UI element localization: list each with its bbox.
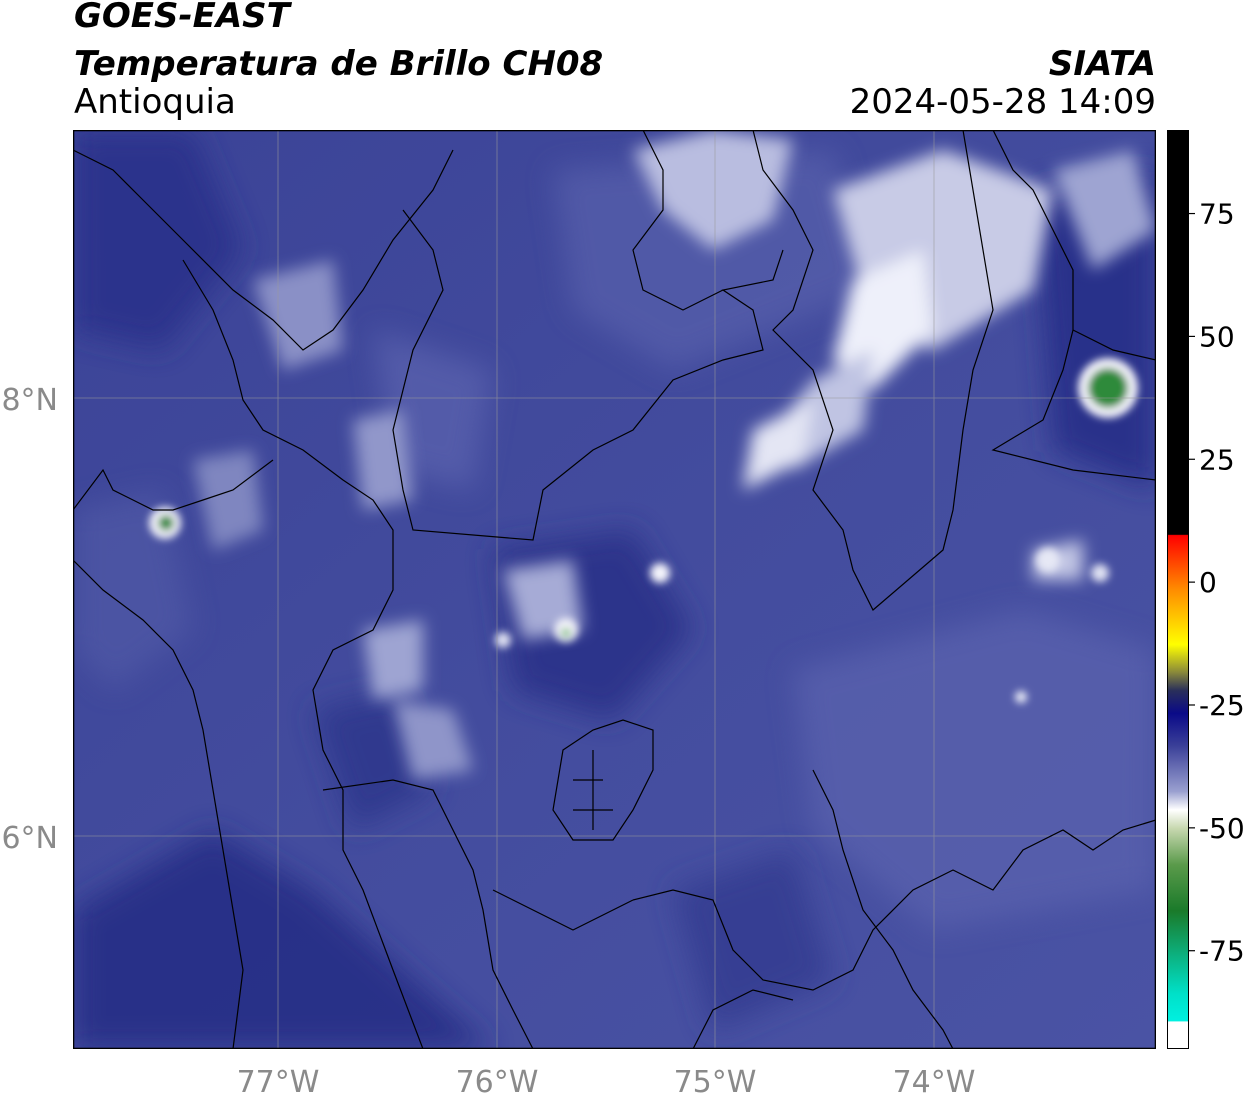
- colorbar-tick-label: -25: [1199, 689, 1245, 722]
- colorbar-tick-label: -75: [1199, 935, 1245, 968]
- brightness-temperature-map: [73, 130, 1156, 1049]
- lat-axis: 8°N 6°N: [1, 383, 58, 856]
- lon-axis: 77°W 76°W 75°W 74°W: [237, 1065, 976, 1099]
- colorbar-tick-label: 50: [1199, 320, 1235, 353]
- lat-tick-label: 8°N: [1, 383, 58, 418]
- political-borders: [73, 130, 1156, 1049]
- colorbar-tick-label: 25: [1199, 443, 1235, 476]
- organization-label: SIATA: [1048, 44, 1156, 84]
- region-subtitle: Antioquia: [74, 82, 236, 122]
- lat-tick-label: 6°N: [1, 821, 58, 856]
- lon-tick-label: 76°W: [456, 1065, 539, 1099]
- colorbar-gradient: [1167, 130, 1189, 1049]
- lon-tick-label: 74°W: [893, 1065, 976, 1099]
- lon-tick-label: 75°W: [674, 1065, 757, 1099]
- colorbar-tick-label: -50: [1199, 812, 1245, 845]
- product-title: Temperatura de Brillo CH08: [74, 44, 604, 84]
- gridlines: [73, 130, 1156, 1049]
- satellite-title: GOES-EAST: [74, 0, 290, 36]
- lon-tick-label: 77°W: [237, 1065, 320, 1099]
- colorbar-tick-label: 75: [1199, 198, 1235, 231]
- cold-cloud-tops: [149, 358, 1138, 703]
- cold-clear-regions: [73, 130, 1156, 1049]
- colorbar-ticks: 75 50 25 0 -25 -50 -75: [1189, 198, 1245, 968]
- map-axes-frame: [73, 130, 1156, 1049]
- colorbar-tick-label: 0: [1199, 566, 1217, 599]
- colorbar: [1167, 130, 1189, 1049]
- datetime-label: 2024-05-28 14:09: [849, 82, 1156, 122]
- high-cloud-areas: [193, 130, 1156, 780]
